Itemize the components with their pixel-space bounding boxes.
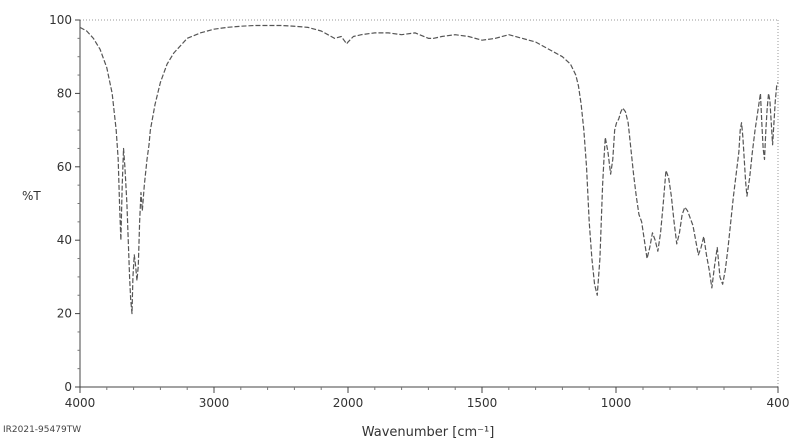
- series-layer: [79, 24, 779, 315]
- x-axis-label: Wavenumber [cm⁻¹]: [362, 425, 495, 440]
- y-tick-label: 40: [57, 233, 72, 247]
- y-tick-label: 60: [57, 160, 72, 174]
- x-tick-label: 4000: [65, 396, 96, 410]
- x-tick-label: 400: [767, 396, 790, 410]
- y-tick-label: 20: [57, 307, 72, 321]
- y-tick-label: 0: [64, 380, 72, 394]
- x-tick-label: 2000: [333, 396, 364, 410]
- x-tick-label: 1500: [467, 396, 498, 410]
- footer-id: IR2021-95479TW: [3, 425, 81, 435]
- y-axis-label: %T: [22, 189, 41, 203]
- x-tick-label: 1000: [601, 396, 632, 410]
- ticks-layer: 0 20 40 60 80 100 4000 3000 2000 1500 1000 400: [49, 13, 789, 410]
- x-tick-label: 3000: [199, 396, 230, 410]
- spectrum-series-line: [79, 24, 779, 315]
- y-tick-label: 80: [57, 86, 72, 100]
- y-tick-label: 100: [49, 13, 72, 27]
- labels-layer: %T Wavenumber [cm⁻¹] IR2021-95479TW: [3, 189, 494, 440]
- grid-layer: [80, 19, 779, 387]
